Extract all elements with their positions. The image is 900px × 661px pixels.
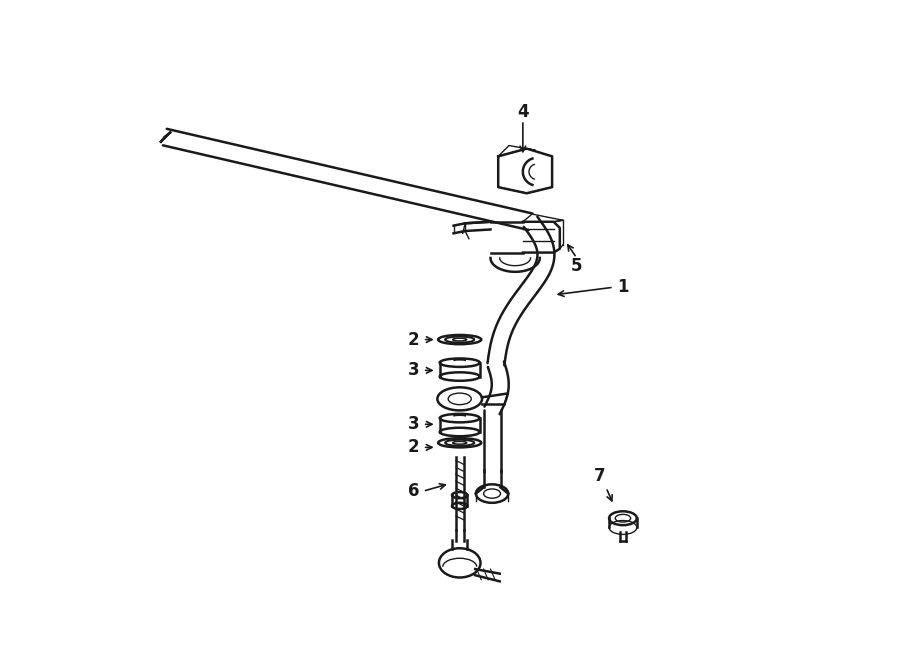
Text: 4: 4 (517, 102, 528, 121)
Text: 5: 5 (571, 256, 582, 275)
Text: 3: 3 (408, 415, 419, 433)
Text: 2: 2 (408, 438, 419, 456)
Text: 1: 1 (617, 278, 629, 296)
Text: 6: 6 (408, 483, 419, 500)
Text: 2: 2 (408, 330, 419, 348)
Text: 7: 7 (594, 467, 606, 485)
Text: 3: 3 (408, 362, 419, 379)
